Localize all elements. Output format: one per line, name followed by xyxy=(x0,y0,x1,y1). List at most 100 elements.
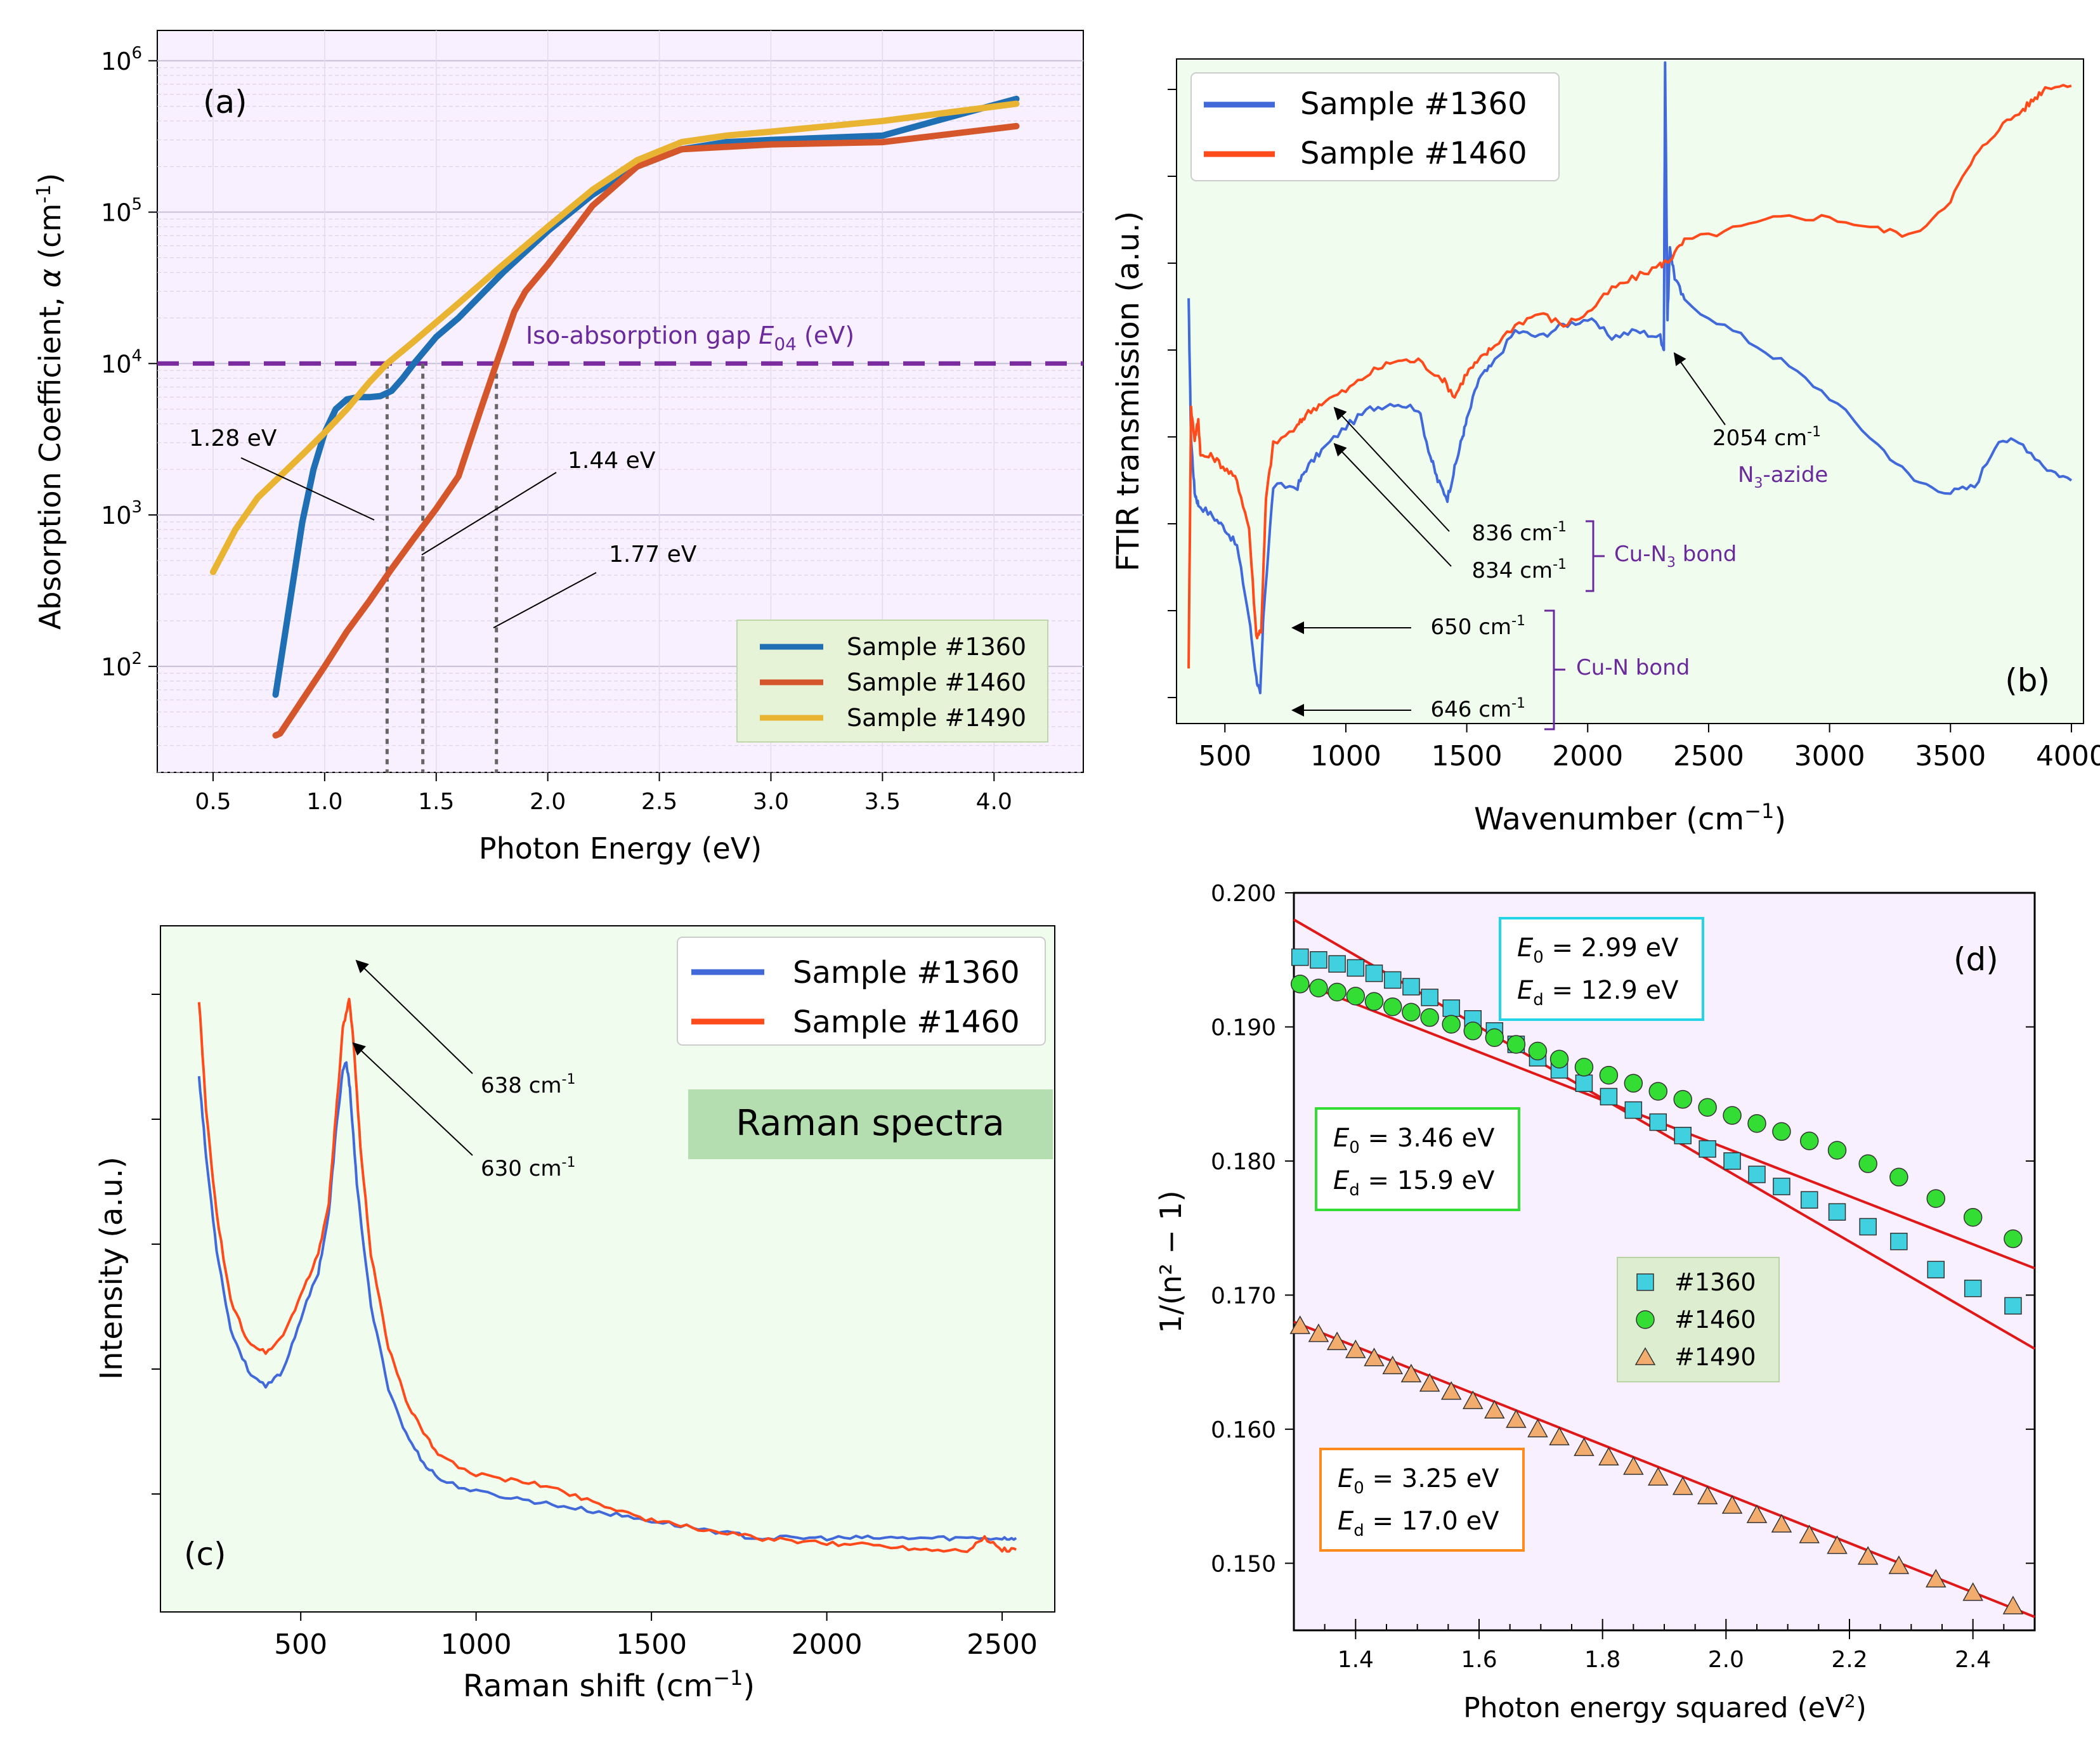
data-point-1360 xyxy=(1600,1088,1618,1106)
data-point-1490 xyxy=(1746,1504,1768,1523)
legend-label-1360: #1360 xyxy=(1674,1268,1756,1296)
x-tick-label: 3500 xyxy=(1915,740,1986,772)
panel-b-y-ticks xyxy=(1168,89,1177,698)
data-point-1490 xyxy=(1308,1323,1329,1342)
x-tick-label: 2.5 xyxy=(641,789,677,815)
marker-leader-1-28 xyxy=(240,457,375,521)
data-point-1490 xyxy=(2002,1595,2024,1614)
x-tick-label: 1.8 xyxy=(1584,1647,1621,1673)
panel-b-ftir-chart: 500 1000 1500 2000 2500 3000 3500 4000 Sample #… xyxy=(1111,58,2100,837)
data-point-1460 xyxy=(1463,1022,1483,1041)
data-point-1360 xyxy=(1310,951,1327,969)
x-tick-label: 500 xyxy=(274,1628,327,1661)
marker-leader-1-77 xyxy=(493,572,597,628)
param-e0-1490: E0 = 3.25 eV xyxy=(1338,1464,1499,1498)
data-point-1490 xyxy=(1598,1446,1619,1465)
y-tick-label: 0.160 xyxy=(1211,1417,1276,1443)
annotation-834: 834 cm-1 xyxy=(1472,557,1567,583)
arrow-836 xyxy=(1333,406,1450,532)
annotation-836: 836 cm-1 xyxy=(1472,519,1567,546)
param-box-1460: E0 = 3.46 eV Ed = 15.9 eV xyxy=(1315,1107,1520,1211)
data-point-1360 xyxy=(1328,955,1346,973)
data-point-1460 xyxy=(1420,1008,1439,1027)
data-point-1490 xyxy=(1364,1348,1385,1367)
data-point-1360 xyxy=(1347,959,1365,977)
data-point-1360 xyxy=(1800,1191,1818,1209)
legend-marker-1360 xyxy=(1636,1273,1654,1291)
panel-c-label: (c) xyxy=(184,1536,226,1573)
param-ed-1490: Ed = 17.0 eV xyxy=(1338,1507,1499,1540)
series-line-1460 xyxy=(272,122,1020,739)
data-point-1490 xyxy=(1440,1381,1462,1400)
arrow-2054 xyxy=(1673,352,1726,425)
panel-d-legend: #1360 #1460 #1490 xyxy=(1617,1257,1780,1382)
x-tick-label: 2500 xyxy=(1673,740,1744,772)
x-tick-label: 1.0 xyxy=(306,789,342,815)
series-line-1460 xyxy=(197,997,1017,1554)
data-point-1490 xyxy=(1419,1373,1440,1392)
data-point-1360 xyxy=(1964,1280,1982,1297)
marker-leader-1-44 xyxy=(421,472,557,555)
y-tick-label: 0.170 xyxy=(1211,1283,1276,1309)
x-tick-label: 1.5 xyxy=(418,789,454,815)
panel-c-series xyxy=(197,997,1017,1554)
panel-a-gap-markers xyxy=(385,363,499,772)
legend-label-1460: Sample #1460 xyxy=(847,668,1026,696)
param-ed-1460: Ed = 15.9 eV xyxy=(1333,1166,1495,1200)
data-point-1460 xyxy=(1827,1141,1847,1160)
panel-b-legend-box xyxy=(1190,72,1560,181)
x-tick-label: 1500 xyxy=(1432,740,1503,772)
panel-a-label: (a) xyxy=(203,84,247,120)
data-point-1360 xyxy=(1699,1140,1716,1158)
panel-d-dispersion-chart: 1.4 1.6 1.8 2.0 2.2 2.4 0.1500.1600.1700.1800… xyxy=(1154,881,2036,1724)
panel-d-series xyxy=(1289,948,2024,1614)
data-point-1460 xyxy=(1698,1098,1717,1117)
panel-b-x-axis-label: Wavenumber (cm−1) xyxy=(1474,799,1786,837)
bracket-cu-n xyxy=(1544,609,1565,731)
x-tick-label: 2500 xyxy=(967,1628,1038,1661)
panel-a-reference-label: Iso-absorption gap E04 (eV) xyxy=(526,321,854,354)
panel-c-x-axis-label: Raman shift (cm−1) xyxy=(463,1666,755,1704)
x-tick-label: 0.5 xyxy=(195,789,231,815)
data-point-1490 xyxy=(1672,1476,1693,1495)
y-tick-label: 103 xyxy=(101,498,142,529)
panel-c-x-ticks: 500 1000 1500 2000 2500 xyxy=(274,1612,1038,1661)
panel-a-series xyxy=(210,95,1020,739)
y-tick-label: 0.180 xyxy=(1211,1149,1276,1175)
x-tick-label: 4000 xyxy=(2036,740,2100,772)
arrow-638 xyxy=(355,959,473,1074)
data-point-1360 xyxy=(1402,978,1420,996)
series-line-1490 xyxy=(210,100,1020,575)
data-point-1490 xyxy=(1574,1437,1595,1457)
data-point-1490 xyxy=(1400,1363,1422,1382)
data-point-1360 xyxy=(1828,1203,1846,1221)
data-point-1490 xyxy=(1827,1535,1848,1554)
data-point-1490 xyxy=(1799,1524,1820,1543)
panel-a-y-axis-label: Absorption Coefficient, α (cm-1) xyxy=(33,173,67,630)
data-point-1360 xyxy=(1674,1126,1692,1145)
y-tick-label: 104 xyxy=(101,346,142,378)
data-point-1460 xyxy=(2004,1229,2023,1249)
x-tick-label: 1000 xyxy=(1310,740,1381,772)
data-point-1490 xyxy=(1484,1400,1505,1419)
data-point-1460 xyxy=(1723,1106,1742,1125)
panel-c-y-axis-label: Intensity (a.u.) xyxy=(94,1157,129,1380)
legend-label-1460: #1460 xyxy=(1674,1306,1756,1334)
data-point-1460 xyxy=(1402,1003,1421,1022)
y-tick-label: 0.200 xyxy=(1211,881,1276,907)
data-point-1460 xyxy=(1926,1189,1946,1208)
x-tick-label: 3.5 xyxy=(864,789,901,815)
x-tick-label: 2000 xyxy=(792,1628,863,1661)
data-point-1460 xyxy=(1383,997,1402,1016)
data-point-1490 xyxy=(1857,1546,1879,1565)
data-point-1490 xyxy=(1697,1486,1718,1505)
panel-b-legend: Sample #1360 Sample #1460 xyxy=(1190,72,1560,181)
arrow-834 xyxy=(1333,443,1452,567)
bond-label-cu-n3: Cu-N3 bond xyxy=(1614,542,1737,571)
x-tick-label: 1.4 xyxy=(1338,1647,1374,1673)
data-point-1360 xyxy=(1575,1074,1593,1093)
data-point-1460 xyxy=(1599,1065,1619,1085)
data-point-1360 xyxy=(1383,971,1402,989)
data-point-1460 xyxy=(1799,1131,1819,1150)
panel-d-y-ticks: 0.150 0.160 0.170 0.180 0.190 0.200 xyxy=(1211,881,2035,1577)
